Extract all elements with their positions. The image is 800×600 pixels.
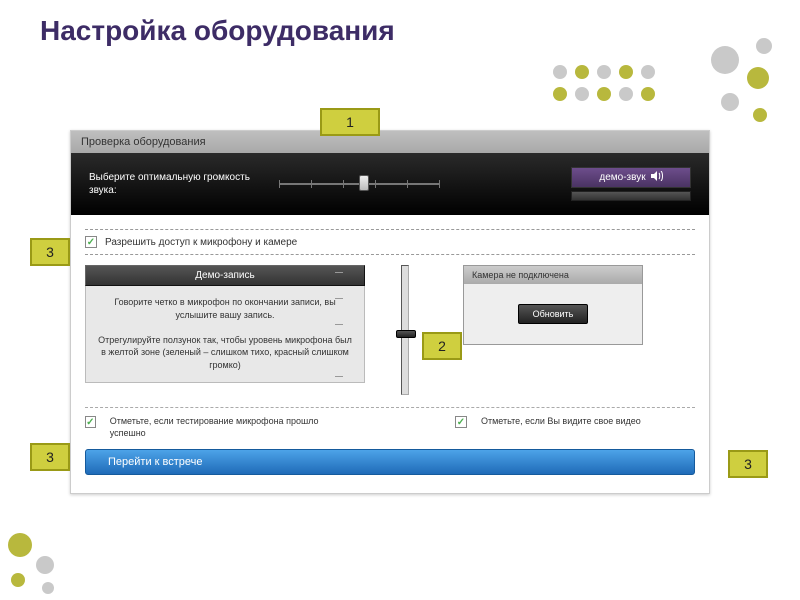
panel-body: ✓ Разрешить доступ к микрофону и камере … [71, 215, 709, 493]
callout-3c: 3 [728, 450, 768, 478]
camera-header: Камера не подключена [464, 266, 642, 284]
page-title: Настройка оборудования [0, 0, 800, 47]
demo-sound-button[interactable]: демо-звук [571, 167, 691, 188]
video-confirm-label: Отметьте, если Вы видите свое видео [481, 416, 641, 428]
mic-confirm-checkbox[interactable]: ✓ [85, 416, 96, 428]
confirmation-row: ✓ Отметьте, если тестирование микрофона … [85, 416, 695, 439]
video-confirm-checkbox[interactable]: ✓ [455, 416, 467, 428]
demo-record-header: Демо-запись [85, 265, 365, 286]
camera-column: Камера не подключена Обновить [445, 265, 695, 395]
volume-instruction: Выберите оптимальную громкость звука: [89, 171, 259, 197]
camera-box: Камера не подключена Обновить [463, 265, 643, 345]
callout-3a: 3 [30, 238, 70, 266]
panel-header: Проверка оборудования [71, 131, 709, 153]
demo-sound-block: демо-звук [571, 167, 691, 201]
mic-level-ticks [335, 265, 353, 395]
callout-1: 1 [320, 108, 380, 136]
demo-text-2: Отрегулируйте ползунок так, чтобы уровен… [98, 334, 352, 372]
volume-section: Выберите оптимальную громкость звука: де… [71, 153, 709, 215]
demo-record-column: Демо-запись Говорите четко в микрофон по… [85, 265, 365, 395]
volume-knob[interactable] [359, 175, 369, 191]
mic-level-knob[interactable] [396, 330, 416, 338]
mic-confirm-label: Отметьте, если тестирование микрофона пр… [110, 416, 325, 439]
mic-level-slider[interactable] [401, 265, 409, 395]
equipment-check-panel: Проверка оборудования Выберите оптимальн… [70, 130, 710, 494]
demo-text-1: Говорите четко в микрофон по окончании з… [98, 296, 352, 321]
mic-camera-section: Демо-запись Говорите четко в микрофон по… [85, 265, 695, 395]
speaker-icon [651, 171, 663, 184]
volume-slider[interactable] [279, 174, 439, 194]
mic-level-column [365, 265, 445, 395]
refresh-button[interactable]: Обновить [518, 304, 589, 324]
callout-2: 2 [422, 332, 462, 360]
demo-record-body: Говорите четко в микрофон по окончании з… [85, 286, 365, 383]
demo-sound-progress [571, 191, 691, 201]
permission-checkbox[interactable]: ✓ [85, 236, 97, 248]
demo-sound-label: демо-звук [599, 172, 645, 183]
permission-label: Разрешить доступ к микрофону и камере [105, 237, 297, 248]
proceed-button[interactable]: Перейти к встрече [85, 449, 695, 475]
callout-3b: 3 [30, 443, 70, 471]
